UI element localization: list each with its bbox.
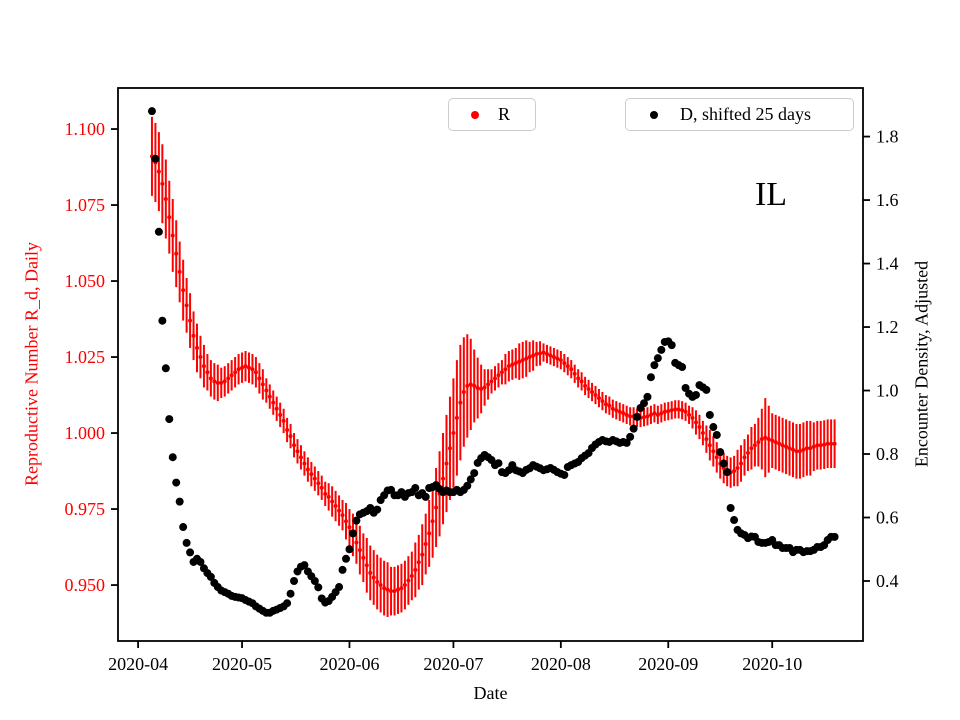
d-data-point bbox=[633, 412, 642, 421]
state-annotation: IL bbox=[754, 176, 788, 213]
d-data-point bbox=[345, 545, 354, 554]
left-y-tick-label: 1.025 bbox=[65, 347, 106, 367]
right-y-tick-label: 0.6 bbox=[876, 508, 899, 528]
right-y-tick-label: 1.4 bbox=[876, 254, 899, 274]
d-data-point bbox=[709, 423, 718, 432]
d-data-point bbox=[310, 577, 319, 586]
x-axis-title: Date bbox=[473, 683, 508, 703]
d-data-point bbox=[151, 154, 160, 163]
d-data-point bbox=[719, 459, 728, 468]
d-data-point bbox=[646, 373, 655, 382]
d-data-point bbox=[411, 483, 420, 492]
d-data-point bbox=[338, 565, 347, 574]
d-data-point bbox=[342, 554, 351, 563]
d-data-point bbox=[705, 410, 714, 419]
d-data-point bbox=[726, 503, 735, 512]
d-data-point bbox=[196, 557, 205, 566]
d-data-point bbox=[348, 529, 357, 538]
d-data-point bbox=[629, 424, 638, 433]
d-data-point bbox=[158, 316, 167, 325]
d-data-point bbox=[716, 448, 725, 457]
left-y-tick-label: 1.075 bbox=[65, 195, 106, 215]
d-data-point bbox=[373, 505, 382, 514]
right-y-tick-label: 1.6 bbox=[876, 190, 899, 210]
x-tick-label: 2020-08 bbox=[531, 654, 591, 674]
d-data-point bbox=[161, 364, 170, 373]
d-data-point bbox=[147, 107, 156, 116]
x-tick-label: 2020-05 bbox=[212, 654, 272, 674]
d-data-point bbox=[622, 438, 631, 447]
right-y-tick-label: 0.4 bbox=[876, 571, 899, 591]
d-data-point bbox=[421, 492, 430, 501]
d-data-point bbox=[154, 227, 163, 236]
d-data-point bbox=[702, 385, 711, 394]
d-data-point bbox=[830, 532, 839, 541]
left-y-tick-label: 0.975 bbox=[65, 499, 106, 519]
d-data-point bbox=[179, 523, 188, 532]
left-y-tick-label: 1.100 bbox=[65, 119, 106, 139]
left-y-tick-label: 1.050 bbox=[65, 271, 106, 291]
d-data-point bbox=[314, 583, 323, 592]
d-data-point bbox=[175, 497, 184, 506]
d-data-point bbox=[186, 548, 195, 557]
d-data-point bbox=[182, 538, 191, 547]
d-data-point bbox=[691, 390, 700, 399]
x-tick-label: 2020-04 bbox=[108, 654, 168, 674]
red-dot-marker bbox=[471, 110, 479, 119]
d-data-point bbox=[352, 516, 361, 525]
x-tick-label: 2020-10 bbox=[742, 654, 802, 674]
d-data-point bbox=[643, 392, 652, 401]
d-data-point bbox=[290, 577, 299, 586]
d-data-point bbox=[466, 475, 475, 484]
legend-r: R bbox=[448, 98, 536, 131]
d-data-point bbox=[335, 583, 344, 592]
left-y-tick-label: 0.950 bbox=[65, 575, 106, 595]
d-data-point bbox=[470, 469, 479, 478]
d-data-point bbox=[730, 516, 739, 525]
d-data-point bbox=[463, 481, 472, 490]
right-y-tick-label: 0.8 bbox=[876, 444, 899, 464]
d-data-point bbox=[667, 341, 676, 350]
d-data-point bbox=[165, 415, 174, 424]
d-data-point bbox=[626, 432, 635, 441]
d-data-point bbox=[283, 599, 292, 608]
legend-d-label: D, shifted 25 days bbox=[680, 104, 811, 124]
d-data-point bbox=[712, 430, 721, 439]
left-y-axis-title: Reproductive Number R_d, Daily bbox=[21, 242, 42, 486]
d-data-point bbox=[286, 589, 295, 598]
d-data-point bbox=[206, 572, 215, 581]
d-data-point bbox=[640, 399, 649, 408]
d-data-point bbox=[657, 345, 666, 354]
right-y-tick-label: 1.8 bbox=[876, 127, 899, 147]
x-tick-label: 2020-07 bbox=[423, 654, 483, 674]
d-data-point bbox=[650, 361, 659, 370]
d-data-point bbox=[300, 561, 309, 570]
left-y-tick-label: 1.000 bbox=[65, 423, 106, 443]
legend-d: D, shifted 25 days bbox=[625, 98, 854, 131]
d-data-point bbox=[723, 468, 732, 477]
x-tick-label: 2020-09 bbox=[638, 654, 698, 674]
d-data-point bbox=[560, 470, 569, 479]
d-data-point bbox=[653, 354, 662, 363]
right-y-axis-title: Encounter Density, Adjusted bbox=[911, 260, 932, 468]
d-data-point bbox=[678, 363, 687, 372]
d-data-point bbox=[494, 459, 503, 468]
d-data-point bbox=[168, 453, 177, 462]
black-dot-marker bbox=[650, 110, 658, 119]
x-tick-label: 2020-06 bbox=[319, 654, 379, 674]
right-y-tick-label: 1.0 bbox=[876, 381, 899, 401]
d-data-point bbox=[172, 478, 181, 487]
legend-r-label: R bbox=[497, 104, 510, 124]
right-y-tick-label: 1.2 bbox=[876, 317, 899, 337]
